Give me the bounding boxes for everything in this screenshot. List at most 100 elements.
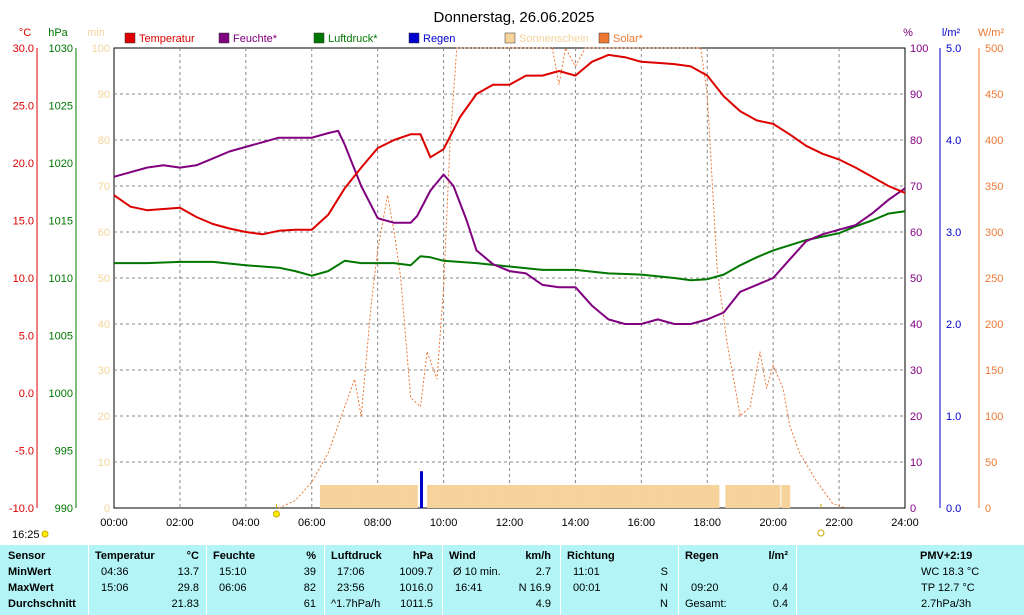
sunshine-bar [359, 485, 362, 508]
sunshine-bar [366, 485, 369, 508]
max-rain-value: 0.4 [772, 582, 788, 594]
sunshine-bar [758, 485, 761, 508]
sunshine-bar [631, 485, 634, 508]
sunshine-bar [616, 485, 619, 508]
tick-label-temp: 20.0 [13, 158, 34, 170]
sunshine-bar [537, 485, 540, 508]
x-tick-label: 08:00 [364, 517, 392, 529]
sunshine-bar [357, 485, 361, 508]
sunshine-bar [651, 485, 654, 508]
tick-label-pressure: 1000 [49, 388, 73, 400]
tick-label-temp: 10.0 [13, 273, 34, 285]
sunshine-bar [349, 485, 352, 508]
x-tick-label: 00:00 [100, 517, 128, 529]
sunshine-bar [563, 485, 567, 508]
tick-label-rain: 3.0 [946, 227, 961, 239]
legend-swatch-0 [124, 32, 136, 44]
tick-label-temp: 0.0 [19, 388, 34, 400]
sunshine-bar [730, 485, 733, 508]
sunshine-bar [697, 485, 700, 508]
row-label-avg: Durchschnitt [8, 598, 76, 610]
sunshine-bar [647, 485, 651, 508]
max-hum-value: 82 [303, 582, 316, 594]
legend-label-2: Luftdruck* [328, 33, 378, 45]
tick-label-solar: 250 [985, 273, 1003, 285]
header-hum-unit: % [306, 550, 316, 562]
sunshine-bar [664, 485, 667, 508]
sunshine-bar [611, 485, 614, 508]
sunshine-bar [717, 485, 720, 508]
sunshine-bar [323, 485, 326, 508]
sunshine-bar [639, 485, 642, 508]
max-press-value: 1016.0 [399, 582, 433, 594]
sunshine-bar [654, 485, 657, 508]
sunshine-bar [586, 485, 590, 508]
sunshine-bar [451, 485, 455, 508]
header-pmv: PMV+2:19 [920, 550, 973, 562]
sunshine-bar [583, 485, 586, 508]
sunshine-bar [549, 485, 552, 508]
sunshine-bar [334, 485, 338, 508]
sunshine-bar [700, 485, 703, 508]
sunshine-bar [596, 485, 600, 508]
sunshine-bar [390, 485, 394, 508]
tick-label-rain: 1.0 [946, 411, 961, 423]
sunshine-bar [430, 485, 433, 508]
tick-label-rain: 4.0 [946, 135, 961, 147]
current-time-marker [41, 530, 49, 538]
sunshine-bar [641, 485, 644, 508]
axis-unit-temp: °C [19, 27, 31, 39]
tick-label-pressure: 995 [55, 446, 73, 458]
sunshine-bar [600, 485, 603, 508]
sunshine-bar [601, 485, 604, 508]
sunshine-bar [702, 485, 705, 508]
sunshine-bar [522, 485, 525, 508]
sunshine-bar [362, 485, 366, 508]
sunshine-bar [481, 485, 484, 508]
sunshine-bar [613, 485, 616, 508]
sunshine-bar [412, 485, 415, 508]
sunshine-bar [433, 485, 436, 508]
tick-label-solar: 100 [985, 411, 1003, 423]
tick-label-solar: 150 [985, 365, 1003, 377]
sunshine-bar [727, 485, 730, 508]
legend-swatch-3 [408, 32, 420, 44]
tick-label-pressure: 1010 [49, 273, 73, 285]
sunshine-bar [392, 485, 395, 508]
sunshine-bar [336, 485, 339, 508]
tick-label-temp: 30.0 [13, 43, 34, 55]
x-tick-label: 06:00 [298, 517, 326, 529]
sunshine-bar [680, 485, 684, 508]
axis-unit-minutes: min [87, 27, 105, 39]
sunshine-bar [577, 485, 580, 508]
x-tick-label: 16:00 [628, 517, 656, 529]
max-rain-time: 09:20 [691, 582, 719, 594]
sunshine-bar [525, 485, 529, 508]
x-tick-label: 20:00 [759, 517, 787, 529]
x-tick-label: 22:00 [825, 517, 853, 529]
header-sensor: Sensor [8, 550, 46, 562]
sunshine-bar [558, 485, 562, 508]
legend-label-4: Sonnenschein [519, 33, 589, 45]
sunshine-bar [532, 485, 535, 508]
sunshine-bar [384, 485, 387, 508]
sunshine-bar [438, 485, 441, 508]
sunshine-bar [656, 485, 659, 508]
sunshine-bar [715, 485, 718, 508]
sunshine-bar [443, 485, 446, 508]
avg-press-value: 1011.5 [400, 598, 433, 610]
sunshine-bar [753, 485, 756, 508]
sunshine-bar [582, 485, 585, 508]
sunshine-bar [712, 485, 715, 508]
sunshine-bar [610, 485, 613, 508]
sunshine-bar [585, 485, 588, 508]
sunshine-bar [769, 485, 773, 508]
table-divider [88, 545, 89, 615]
legend-label-3: Regen [423, 33, 455, 45]
header-rain-unit: l/m² [768, 550, 788, 562]
sunshine-bar [466, 485, 469, 508]
sunshine-bar [591, 485, 595, 508]
sunshine-bar [369, 485, 372, 508]
temperature-line [113, 53, 906, 236]
sunshine-bar [652, 485, 656, 508]
